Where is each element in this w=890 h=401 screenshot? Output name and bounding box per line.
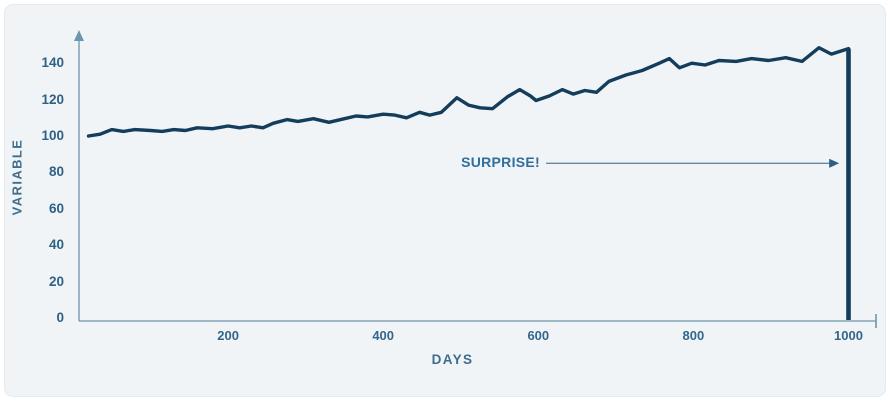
annotation-text: SURPRISE! [461, 154, 540, 170]
x-tick-label: 800 [682, 328, 705, 343]
y-tick-label: 40 [48, 237, 64, 253]
data-line [86, 46, 851, 138]
x-tick-label: 1000 [834, 328, 863, 343]
y-axis-arrowhead-icon [74, 30, 84, 41]
annotation-arrowhead-icon [829, 158, 840, 168]
y-tick-label: 60 [48, 200, 64, 216]
chart-panel [4, 4, 886, 397]
x-tick-label: 200 [217, 328, 239, 343]
x-tick-label: 400 [372, 328, 395, 343]
y-tick-label: 0 [56, 310, 64, 325]
x-tick-label: 600 [527, 328, 550, 343]
y-tick-label: 120 [41, 91, 64, 107]
y-tick-label: 140 [41, 55, 64, 71]
y-tick-label: 100 [41, 128, 64, 143]
y-tick-label: 20 [48, 273, 64, 289]
x-axis-title: DAYS [431, 352, 474, 367]
y-tick-label: 80 [48, 164, 64, 180]
